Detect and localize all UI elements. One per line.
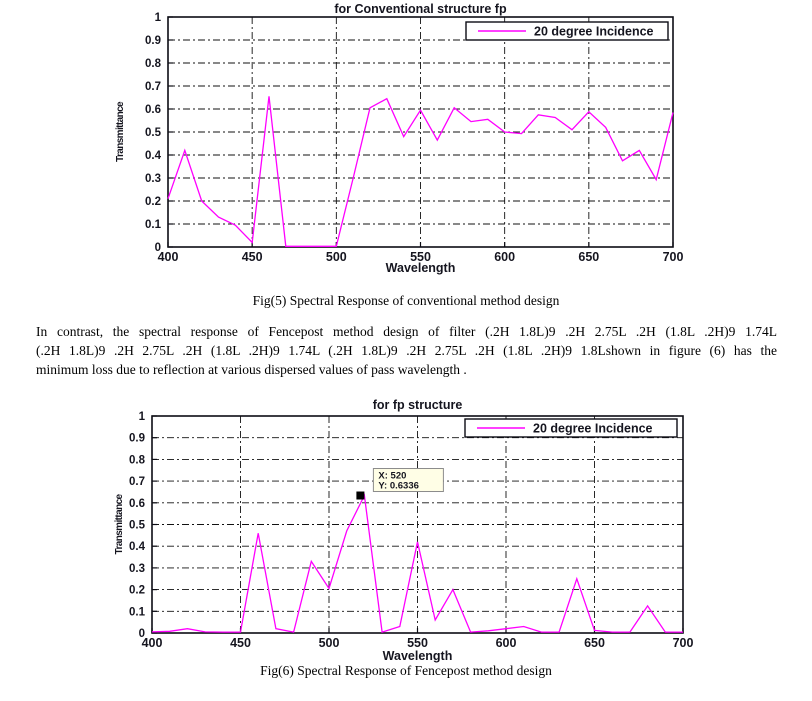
- y-tick-label: 0.5: [145, 127, 162, 139]
- y-tick-label: 0.7: [129, 476, 145, 488]
- x-tick-label: 550: [410, 250, 431, 264]
- x-tick-label: 500: [319, 636, 340, 650]
- fig5-caption: Fig(5) Spectral Response of conventional…: [252, 293, 560, 308]
- y-tick-label: 0.2: [145, 196, 161, 208]
- paragraph-line: (.2H 1.8L)9 .2H 2.75L .2H (1.8L .2H)9 1.…: [36, 343, 777, 358]
- x-axis-label: Wavelength: [383, 649, 453, 663]
- x-tick-label: 700: [673, 636, 694, 650]
- y-tick-label: 0.1: [145, 219, 162, 231]
- x-tick-label: 400: [142, 636, 163, 650]
- x-tick-label: 650: [578, 250, 599, 264]
- y-tick-label: 1: [155, 12, 162, 24]
- y-tick-label: 0.5: [129, 520, 146, 532]
- series-line: [167, 96, 674, 247]
- fig6-caption: Fig(6) Spectral Response of Fencepost me…: [260, 663, 552, 678]
- y-tick-label: 0.2: [129, 585, 145, 597]
- x-tick-label: 550: [407, 636, 428, 650]
- y-tick-label: 0.3: [129, 563, 145, 575]
- fig5-spectral-chart: 400 450 500 550 600 650 700 0 0.1 0.2 0.3 0.4 0.5 0.6…: [115, 2, 684, 275]
- body-paragraph: In contrast, the spectral response of Fe…: [36, 322, 777, 379]
- legend-box: [464, 418, 678, 438]
- series-line: [151, 493, 683, 633]
- y-tick-label: 0.9: [145, 35, 161, 47]
- x-tick-label: 650: [584, 636, 605, 650]
- y-tick-label: 0.8: [145, 58, 162, 70]
- y-tick-label: 0.6: [145, 104, 161, 116]
- y-axis-label: Transmittance: [114, 493, 125, 554]
- x-tick-label: 600: [496, 636, 517, 650]
- legend-label: 20 degree Incidence: [533, 422, 653, 436]
- y-tick-label: 0.4: [145, 150, 162, 162]
- paragraph-line: minimum loss due to reflection at variou…: [36, 362, 467, 377]
- y-tick-label: 0.3: [145, 173, 161, 185]
- y-tick-label: 0.7: [145, 81, 161, 93]
- x-tick-label: 450: [230, 636, 251, 650]
- y-tick-label: 0: [139, 628, 145, 640]
- chart-title: for Conventional structure fp: [334, 2, 507, 16]
- legend-box: [465, 21, 669, 41]
- x-tick-label: 450: [242, 250, 263, 264]
- fig6-spectral-chart: 400 450 500 550 600 650 700 0 0.1 0.2 0.3 0.4 0.5 0.6…: [114, 398, 694, 663]
- datatip-y-value: Y: 0.6336: [378, 481, 419, 492]
- y-axis-label: Transmittance: [115, 101, 126, 162]
- y-tick-label: 1: [139, 411, 146, 423]
- chart-title: for fp structure: [373, 398, 463, 412]
- y-tick-label: 0.4: [129, 541, 146, 553]
- datatip-x-value: X: 520: [378, 471, 406, 482]
- x-tick-label: 600: [494, 250, 515, 264]
- y-tick-label: 0: [155, 242, 161, 254]
- datatip-box: [372, 468, 444, 493]
- y-tick-label: 0.1: [129, 606, 146, 618]
- x-tick-label: 500: [326, 250, 347, 264]
- y-tick-label: 0.8: [129, 454, 146, 466]
- x-axis-label: Wavelength: [386, 261, 456, 275]
- x-tick-label: 700: [663, 250, 684, 264]
- y-tick-label: 0.6: [129, 498, 145, 510]
- paragraph-line: In contrast, the spectral response of Fe…: [36, 324, 777, 339]
- legend-label: 20 degree Incidence: [534, 25, 654, 39]
- x-tick-label: 400: [158, 250, 179, 264]
- datatip-marker: [356, 491, 365, 500]
- y-tick-label: 0.9: [129, 433, 145, 445]
